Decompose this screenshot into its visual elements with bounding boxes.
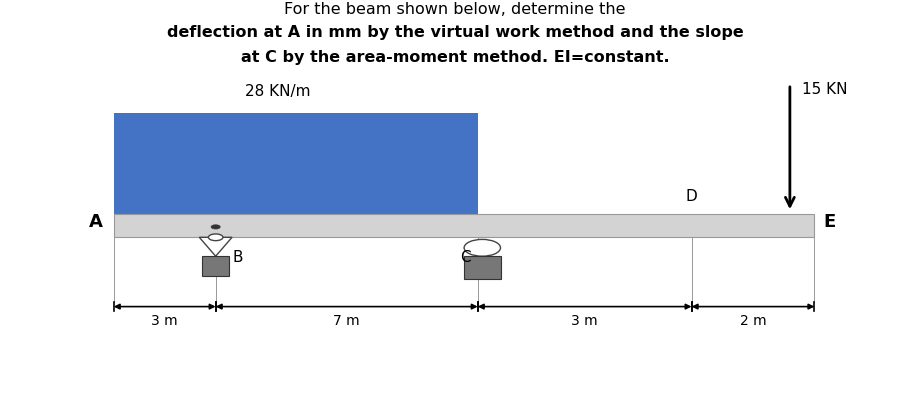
Bar	[114, 113, 478, 214]
Text: at C by the area-moment method. EI=constant.: at C by the area-moment method. EI=const…	[240, 50, 670, 66]
Text: 7 m: 7 m	[333, 314, 360, 328]
Text: deflection at A in mm by the virtual work method and the slope: deflection at A in mm by the virtual wor…	[167, 25, 743, 40]
Circle shape	[208, 234, 223, 241]
Text: 3 m: 3 m	[151, 314, 178, 328]
Bar	[202, 256, 229, 276]
Bar	[114, 214, 814, 237]
Text: B: B	[232, 250, 243, 265]
Text: E: E	[824, 213, 835, 231]
Text: 15 KN: 15 KN	[802, 82, 847, 97]
Polygon shape	[199, 237, 232, 256]
Circle shape	[211, 225, 220, 229]
Text: A: A	[89, 213, 103, 231]
Text: 2 m: 2 m	[740, 314, 766, 328]
Text: D: D	[686, 189, 697, 204]
Text: For the beam shown below, determine the: For the beam shown below, determine the	[284, 2, 626, 17]
Text: 28 KN/m: 28 KN/m	[245, 84, 310, 99]
Text: C: C	[460, 250, 470, 265]
Text: 3 m: 3 m	[571, 314, 598, 328]
Bar	[464, 256, 501, 279]
Circle shape	[464, 239, 501, 256]
